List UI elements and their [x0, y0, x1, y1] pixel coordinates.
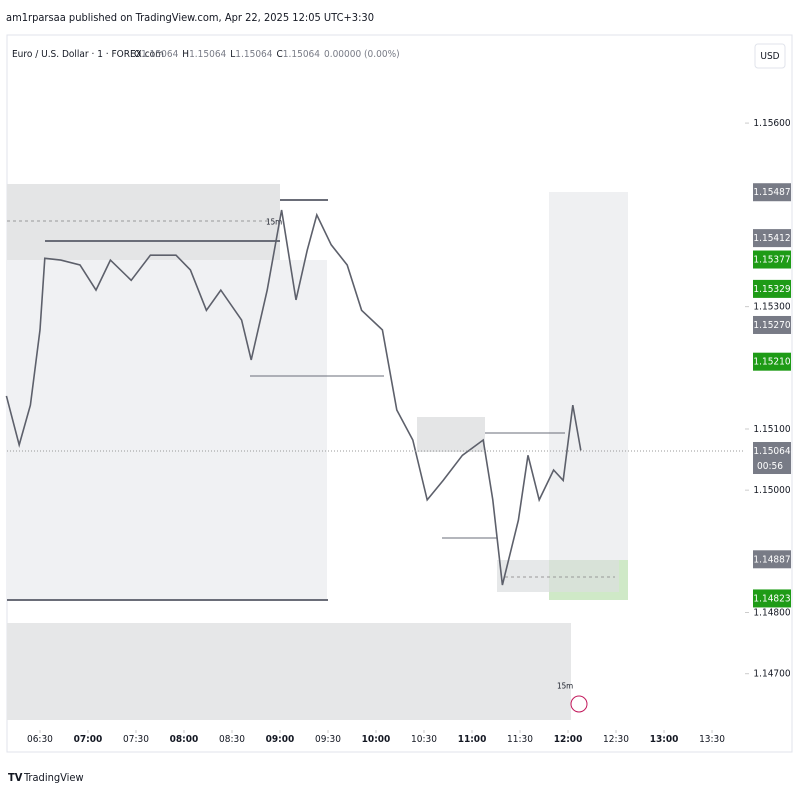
- price-badge-label: 1.15210: [753, 357, 790, 368]
- price-badge-label: 1.15487: [753, 187, 790, 198]
- ohlc-key: H: [182, 49, 189, 60]
- x-tick-label: 11:00: [458, 734, 487, 745]
- x-tick-label: 07:00: [74, 734, 103, 745]
- ohlc-key: O: [134, 49, 141, 60]
- x-tick-label: 06:30: [27, 734, 53, 745]
- alert-icon[interactable]: [570, 695, 588, 713]
- countdown: 00:56: [757, 461, 783, 472]
- ohlc-key: L: [230, 49, 235, 60]
- header: am1rparsaa published on TradingView.com,…: [6, 11, 374, 24]
- zone: [7, 260, 327, 600]
- price-badge-label: 1.15064: [753, 446, 790, 457]
- y-tick-label: 1.15600: [753, 118, 790, 129]
- y-tick-label: 1.15300: [753, 302, 790, 313]
- x-tick-label: 09:30: [315, 734, 341, 745]
- currency: USD: [760, 51, 779, 62]
- y-tick-label: 1.15100: [753, 424, 790, 435]
- x-tick-label: 11:30: [507, 734, 533, 745]
- x-tick-label: 07:30: [123, 734, 149, 745]
- logo: TV: [8, 771, 23, 784]
- price-badge: [753, 589, 791, 608]
- x-tick-label: 08:30: [219, 734, 245, 745]
- price-badge: [753, 183, 791, 202]
- x-tick-label: 08:00: [170, 734, 199, 745]
- price-badge-label: 1.15377: [753, 255, 790, 266]
- x-tick-label: 13:30: [699, 734, 725, 745]
- zone: [7, 623, 571, 720]
- price-badge: [753, 229, 791, 248]
- x-tick-label: 09:00: [266, 734, 295, 745]
- x-tick-label: 13:00: [650, 734, 679, 745]
- price-badge-label: 1.14887: [753, 554, 790, 565]
- price-badge: [753, 279, 791, 298]
- x-tick-label: 12:00: [554, 734, 583, 745]
- price-badge: [753, 315, 791, 334]
- x-tick-label: 10:00: [362, 734, 391, 745]
- ohlc: O1.15064 H1.15064 L1.15064 C1.15064 0.00000 …: [134, 49, 400, 60]
- y-tick-label: 1.14700: [753, 669, 790, 680]
- zones: [7, 184, 628, 720]
- symbol: Euro / U.S. Dollar · 1 · FOREX.com: [12, 49, 164, 60]
- change: 0.00000 (0.00%): [324, 49, 400, 60]
- price-badge: [753, 352, 791, 371]
- currency-button[interactable]: [754, 43, 786, 69]
- ohlc-value: 1.15064: [235, 49, 272, 60]
- y-tick-label: 1.14800: [753, 608, 790, 619]
- ohlc-key: C: [277, 49, 283, 60]
- ohlc-value: 1.15064: [283, 49, 320, 60]
- footer: TradingView: [23, 771, 84, 784]
- zone: [7, 184, 280, 260]
- zone: [549, 192, 628, 560]
- x-tick-label: 10:30: [411, 734, 437, 745]
- price-badge-label: 1.15412: [753, 233, 790, 244]
- price-badge-label: 1.14823: [753, 593, 790, 604]
- ohlc-value: 1.15064: [189, 49, 226, 60]
- price-badge-label: 1.15329: [753, 284, 790, 295]
- timeframe-label: 15m: [557, 682, 573, 691]
- timeframe-label: 15m: [266, 218, 282, 227]
- price-badge: [753, 442, 791, 475]
- y-tick-label: 1.15000: [753, 485, 790, 496]
- price-badge: [753, 550, 791, 569]
- x-tick-label: 12:30: [603, 734, 629, 745]
- price-line: [5, 209, 582, 586]
- price-badge-label: 1.15270: [753, 320, 790, 331]
- ohlc-value: 1.15064: [141, 49, 178, 60]
- price-badge: [753, 250, 791, 269]
- zone: [497, 560, 619, 592]
